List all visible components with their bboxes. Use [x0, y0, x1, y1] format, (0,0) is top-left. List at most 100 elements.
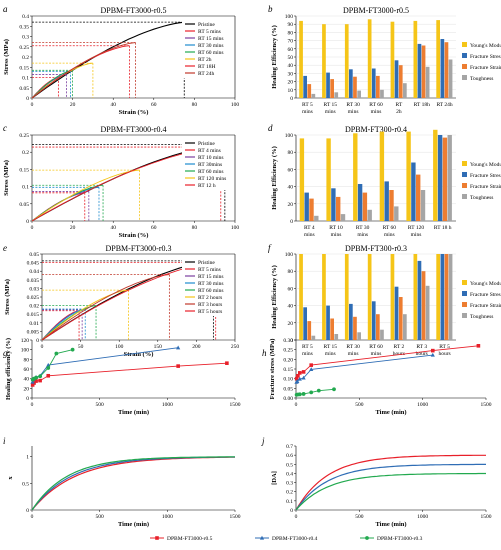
data-point [176, 364, 180, 368]
legend-label: Fracture Stress [470, 173, 501, 179]
data-point [430, 352, 435, 357]
x-category-label: RT 24h [436, 102, 452, 108]
y-tick-label: 0.35 [19, 24, 29, 30]
bar [330, 79, 334, 98]
data-point [259, 535, 265, 540]
legend-box [182, 19, 234, 78]
x-tick-label: 1000 [417, 402, 428, 408]
bar [398, 297, 403, 340]
bar [398, 65, 403, 98]
data-point [476, 344, 481, 348]
x-axis-label: Time (min) [375, 409, 406, 416]
chart-title: DPBM-FT300-r0.3 [345, 244, 407, 253]
y-tick-label: 0.1 [22, 76, 29, 82]
x-axis-label: Strain (%) [119, 232, 149, 239]
y-tick-label: 0.05 [19, 86, 29, 92]
data-point [296, 373, 300, 378]
legend-swatch [462, 313, 467, 318]
y-tick-label: 0.03 [29, 286, 39, 292]
legend-label: RT 60 mins [198, 50, 224, 56]
legend-label: RT 2h [198, 57, 212, 63]
series-line [31, 62, 93, 99]
legend-swatch [462, 291, 467, 296]
data-point [30, 379, 35, 384]
bar [406, 131, 411, 221]
series-line [41, 289, 129, 341]
legend-label: RT 5 hours [198, 309, 222, 315]
x-tick-label: 40 [110, 225, 116, 231]
y-tick-label: 0.2 [286, 490, 293, 496]
x-tick-label: 1000 [162, 514, 173, 520]
bar [357, 184, 363, 221]
bar [353, 133, 358, 221]
data-point [38, 378, 42, 383]
x-tick-label: 0 [295, 514, 298, 520]
series-line [31, 456, 235, 511]
x-tick-label: 500 [96, 402, 105, 408]
bar [390, 21, 395, 99]
bar [436, 20, 440, 99]
data-point [298, 371, 302, 375]
bar [425, 66, 430, 98]
y-tick-label: 60 [288, 47, 294, 53]
data-point [301, 392, 306, 396]
legend-label: RT 3 hours [198, 302, 222, 308]
y-tick-label: 0.20 [283, 357, 293, 363]
y-tick-label: 40 [24, 377, 30, 383]
legend-label: RT 18H [198, 64, 215, 70]
series-line [296, 345, 479, 379]
x-category-label: mins [325, 351, 336, 357]
y-axis-label: Stress (MPa) [4, 279, 11, 315]
x-category-label: RT 30 [356, 225, 370, 231]
y-tick-label: 50 [288, 55, 294, 61]
x-category-label: mins [384, 232, 395, 238]
series-line [31, 21, 185, 99]
series-line [41, 308, 86, 341]
bar [311, 93, 316, 98]
chart-title: DPBM-FT3000-r0.4 [100, 125, 166, 134]
data-point [34, 379, 38, 383]
x-category-label: RT 60 [383, 225, 397, 231]
y-tick-label: 60 [24, 367, 30, 373]
y-axis-label: Healing Efficiency (%) [271, 265, 278, 329]
data-point [295, 379, 300, 383]
legend-label: RT 4 mins [198, 148, 221, 154]
bar [299, 20, 303, 98]
legend: Young's Modulus Fracture Stress Fracture S… [462, 161, 501, 201]
x-tick-label: 150 [154, 344, 163, 350]
x-category-label: RT 3 [416, 344, 427, 350]
panel-letter: j [261, 436, 265, 446]
data-point [431, 348, 435, 353]
y-tick-label: 0.035 [27, 278, 40, 284]
x-category-label: RT [396, 102, 403, 108]
bar [367, 19, 372, 98]
y-tick-label: 20 [288, 202, 294, 208]
x-category-label: mins [302, 109, 313, 115]
bar [367, 254, 372, 340]
legend-label: RT 15 mins [198, 36, 224, 42]
chart-panel-b: 0 10 20 30 40 50 60 70 80 90 100 Healing Efficiency… [271, 6, 501, 115]
x-category-label: mins [371, 109, 382, 115]
legend-label: Young's Modulus [470, 281, 501, 287]
legend-label: RT 10 mins [198, 155, 224, 161]
y-tick-label: 0.3 [22, 35, 29, 41]
bar [390, 254, 395, 340]
y-tick-label: 80 [24, 357, 30, 363]
bar [357, 90, 361, 98]
legend-label: RT 2 hours [198, 295, 222, 301]
legend-label: Fracture Stress [470, 54, 501, 60]
legend-label: DPBM-FT3000-r0.5 [167, 536, 213, 542]
panel-letter: c [3, 123, 7, 133]
panel-letter: b [268, 4, 273, 14]
legend-swatch [462, 64, 467, 69]
x-tick-label: 0 [31, 225, 34, 231]
y-tick-label: 0 [26, 508, 29, 514]
bar [442, 137, 448, 221]
chart-panel-d: 0 20 40 60 80 100 Healing Efficiency (%) DPBM-F… [271, 125, 501, 238]
y-tick-label: 40 [288, 185, 294, 191]
y-tick-label: 0.2 [22, 55, 29, 61]
bar [380, 89, 384, 98]
legend-swatch [462, 53, 467, 58]
